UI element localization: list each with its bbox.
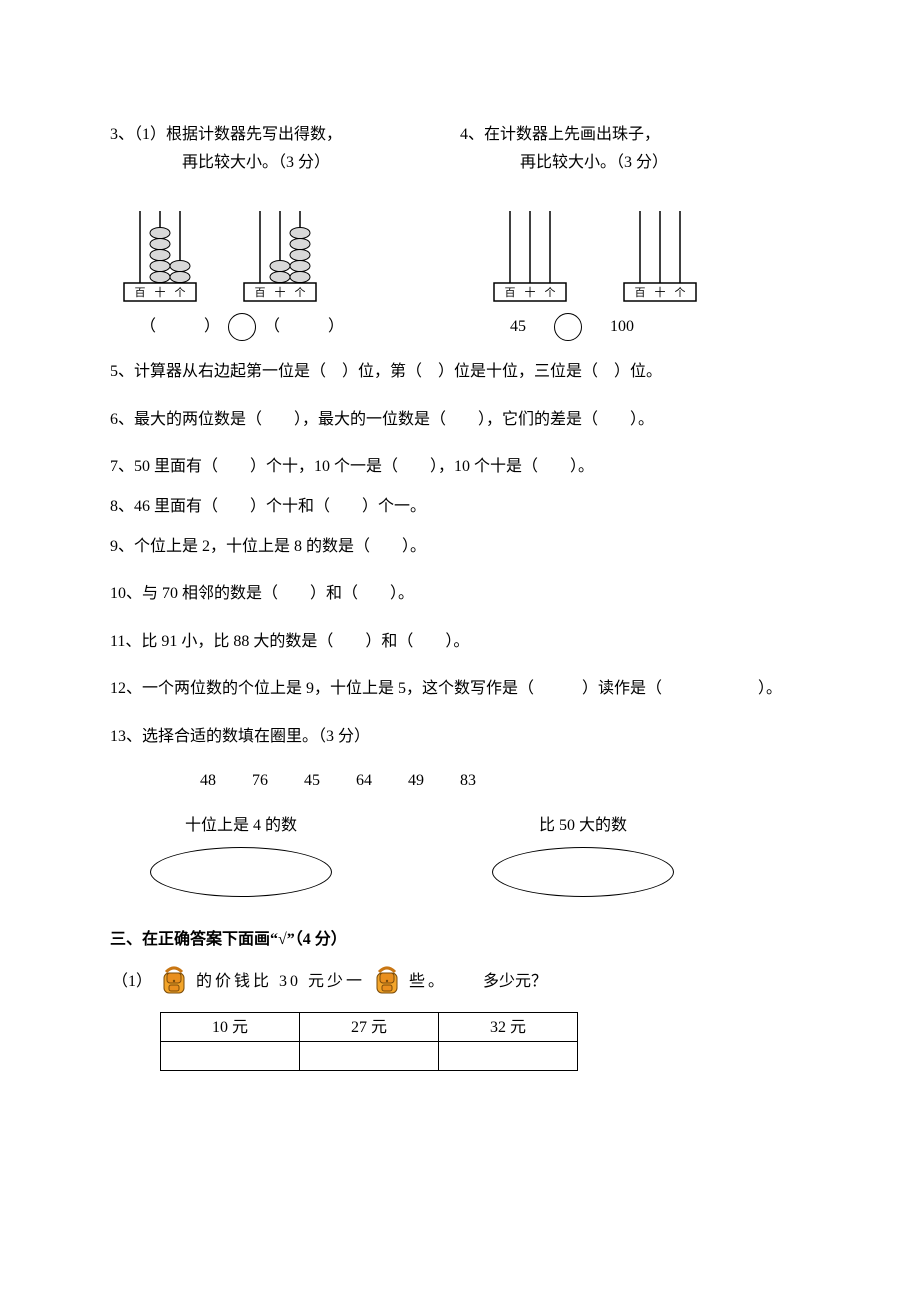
q11: 11、比 91 小，比 88 大的数是（ ）和（ ）。 [110,625,820,659]
q12: 12、一个两位数的个位上是 9，十位上是 5，这个数写作是（ ）读作是（ ）。 [110,672,820,706]
svg-text:十: 十 [655,285,666,299]
q13-prompt: 13、选择合适的数填在圈里。（3 分） [110,720,820,754]
svg-text:个: 个 [545,286,556,299]
q13-number: 48 [200,772,216,789]
svg-text:十: 十 [525,285,536,299]
q6: 6、最大的两位数是（ ），最大的一位数是（ ），它们的差是（ ）。 [110,403,820,437]
sub1-text2: 些。 [409,969,447,995]
q3-ans-right[interactable]: （ ） [264,314,344,340]
abacus-empty[interactable]: 百十个 [480,205,580,305]
q4-line1: 4、在计数器上先画出珠子， [460,122,780,148]
compare-circle-icon[interactable] [228,313,256,341]
q4-line2: 再比较大小。（3 分） [460,150,780,176]
q8: 8、46 里面有（ ）个十和（ ）个一。 [110,490,820,524]
svg-text:百: 百 [255,287,266,299]
answer-table: 10 元27 元32 元 [160,1012,578,1071]
svg-text:十: 十 [155,285,166,299]
q9: 9、个位上是 2，十位上是 8 的数是（ ）。 [110,530,820,564]
q4-ans-right: 100 [610,314,634,340]
answer-cell[interactable] [161,1042,300,1071]
q10: 10、与 70 相邻的数是（ ）和（ ）。 [110,577,820,611]
q3-line2: 再比较大小。（3 分） [110,150,460,176]
q13-number: 64 [356,772,372,789]
q13-number: 83 [460,772,476,789]
section3-header: 三、在正确答案下面画“√”（4 分） [110,927,820,953]
q13-numbers: 48 76 45 64 49 83 [200,768,820,794]
svg-text:百: 百 [635,287,646,299]
q13-left-label: 十位上是 4 的数 [150,813,332,839]
q4-ans-left: 45 [510,314,526,340]
svg-text:个: 个 [675,286,686,299]
sub1-text1: 的价钱比 30 元少一 [196,969,365,995]
section3-sub1: （1） 的价钱比 30 元少一 些。 多少元？ [110,966,820,996]
q7: 7、50 里面有（ ）个十，10 个一是（ ），10 个十是（ ）。 [110,450,820,484]
answer-cell[interactable] [439,1042,578,1071]
sub1-text3: 多少元？ [483,969,547,995]
svg-text:个: 个 [295,286,306,299]
sub1-prefix: （1） [112,969,152,995]
svg-text:个: 个 [175,286,186,299]
q13-left-oval[interactable] [150,847,332,897]
answer-cell[interactable] [300,1042,439,1071]
q4-abacus-row: 百十个百十个 [460,205,780,305]
q3-ans-left[interactable]: （ ） [140,314,220,340]
svg-text:百: 百 [135,287,146,299]
q13-right-label: 比 50 大的数 [492,813,674,839]
svg-text:十: 十 [275,285,286,299]
option-cell: 10 元 [161,1013,300,1042]
q5: 5、计算器从右边起第一位是（ ）位，第（ ）位是十位，三位是（ ）位。 [110,355,820,389]
backpack-icon [160,966,188,996]
q3-line1: 3、（1）根据计数器先写出得数， [110,122,460,148]
abacus-empty[interactable]: 百十个 [610,205,710,305]
q3-abacus-row: 百十个百十个 [110,205,460,305]
q13-number: 49 [408,772,424,789]
q13-number: 76 [252,772,268,789]
q13-right-oval[interactable] [492,847,674,897]
abacus: 百十个 [230,205,330,305]
option-cell: 27 元 [300,1013,439,1042]
svg-text:百: 百 [505,287,516,299]
abacus: 百十个 [110,205,210,305]
compare-circle-icon[interactable] [554,313,582,341]
q13-number: 45 [304,772,320,789]
option-cell: 32 元 [439,1013,578,1042]
backpack-icon [373,966,401,996]
